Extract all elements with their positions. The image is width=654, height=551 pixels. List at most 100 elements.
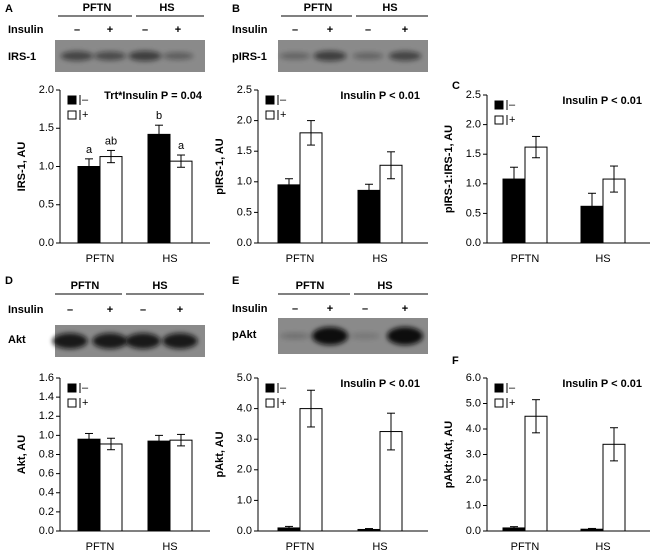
blot-band: [162, 333, 198, 349]
y-tick-label: 0.5: [39, 199, 54, 211]
sign-label: –: [292, 303, 298, 315]
y-tick-label: 0.6: [39, 468, 54, 480]
legend-label: +: [509, 114, 515, 126]
blot-band: [352, 52, 384, 60]
bar: [277, 184, 301, 244]
legend-swatch: [494, 115, 504, 125]
legend-label: –: [280, 382, 287, 394]
y-tick-label: 2.5: [237, 84, 252, 96]
significance-letter: a: [178, 140, 185, 152]
blot-band: [125, 333, 161, 349]
sign-label: –: [365, 24, 371, 36]
y-tick-label: 0.2: [39, 506, 54, 518]
bar: [299, 132, 323, 244]
treatment-label: Insulin: [8, 24, 44, 36]
bar: [147, 133, 171, 244]
x-tick-label: PFTN: [86, 253, 115, 265]
y-tick-label: 2.0: [466, 119, 481, 131]
blot-band: [388, 51, 422, 61]
sign-label: –: [362, 303, 368, 315]
sign-label: –: [74, 24, 80, 36]
y-tick-label: 1.6: [39, 372, 54, 384]
y-tick-label: 5.0: [237, 372, 252, 384]
bar: [169, 439, 193, 532]
blot-band: [350, 332, 380, 340]
y-tick-label: 5.0: [466, 397, 481, 409]
x-tick-label: PFTN: [511, 541, 540, 551]
blot-band: [162, 52, 194, 60]
bar: [77, 438, 101, 532]
bar: [524, 415, 548, 532]
bar: [99, 156, 123, 244]
x-tick-label: HS: [595, 541, 610, 551]
y-axis-label: pIRS-1:IRS-1, AU: [443, 125, 455, 213]
y-tick-label: 3.0: [466, 448, 481, 460]
y-tick-label: 0.0: [237, 237, 252, 249]
chart-title: Insulin P < 0.01: [340, 378, 420, 390]
legend-swatch: [265, 398, 275, 408]
legend-swatch: [494, 383, 504, 393]
blot-band: [279, 52, 311, 60]
x-tick-label: HS: [595, 253, 610, 265]
blot-band: [280, 332, 310, 340]
legend-label: –: [82, 382, 89, 394]
y-tick-label: 2.0: [466, 474, 481, 486]
chart-title: Trt*Insulin P = 0.04: [104, 90, 203, 102]
significance-letter: b: [156, 110, 162, 122]
sign-label: +: [327, 303, 333, 315]
blot-band: [52, 333, 88, 349]
blot-band: [387, 327, 423, 345]
chart-title: Insulin P < 0.01: [340, 90, 420, 102]
significance-letter: a: [86, 144, 93, 156]
y-tick-label: 0.0: [39, 525, 54, 537]
protein-label: pIRS-1: [232, 51, 267, 63]
y-tick-label: 0.5: [466, 207, 481, 219]
sign-label: +: [107, 304, 113, 316]
protein-label: IRS-1: [8, 51, 36, 63]
legend-swatch: [67, 383, 77, 393]
legend-swatch: [67, 398, 77, 408]
protein-label: Akt: [8, 334, 26, 346]
y-tick-label: 1.5: [237, 145, 252, 157]
protein-label: pAkt: [232, 329, 257, 341]
legend-label: +: [280, 397, 286, 409]
sign-label: +: [402, 24, 408, 36]
panel-label: E: [232, 275, 239, 287]
y-tick-label: 1.0: [466, 178, 481, 190]
panel-label: D: [5, 275, 13, 287]
y-tick-label: 1.0: [237, 176, 252, 188]
x-tick-label: PFTN: [286, 541, 315, 551]
legend-swatch: [67, 95, 77, 105]
blot-group-label: HS: [382, 2, 397, 14]
panel-label: B: [232, 3, 240, 15]
blot-group-label: PFTN: [83, 2, 112, 14]
bar: [147, 440, 171, 532]
chart-title: Insulin P < 0.01: [562, 378, 642, 390]
treatment-label: Insulin: [232, 303, 268, 315]
y-tick-label: 2.0: [237, 464, 252, 476]
y-tick-label: 1.5: [466, 148, 481, 160]
legend-swatch: [265, 383, 275, 393]
blot-group-label: PFTN: [304, 2, 333, 14]
bar: [524, 146, 548, 244]
y-tick-label: 2.5: [466, 89, 481, 101]
treatment-label: Insulin: [8, 304, 44, 316]
sign-label: –: [67, 304, 73, 316]
legend-label: +: [280, 109, 286, 121]
chart-title: Insulin P < 0.01: [562, 95, 642, 107]
y-tick-label: 1.2: [39, 410, 54, 422]
y-tick-label: 6.0: [466, 372, 481, 384]
y-tick-label: 0.0: [237, 525, 252, 537]
x-tick-label: PFTN: [286, 253, 315, 265]
y-axis-label: Akt, AU: [16, 435, 28, 474]
legend-swatch: [494, 100, 504, 110]
y-tick-label: 1.4: [39, 391, 54, 403]
legend-label: +: [82, 109, 88, 121]
blot-group-label: HS: [152, 280, 167, 292]
y-tick-label: 3.0: [237, 433, 252, 445]
sign-label: –: [292, 24, 298, 36]
blot-band: [128, 50, 162, 62]
y-tick-label: 0.0: [39, 237, 54, 249]
sign-label: +: [177, 304, 183, 316]
